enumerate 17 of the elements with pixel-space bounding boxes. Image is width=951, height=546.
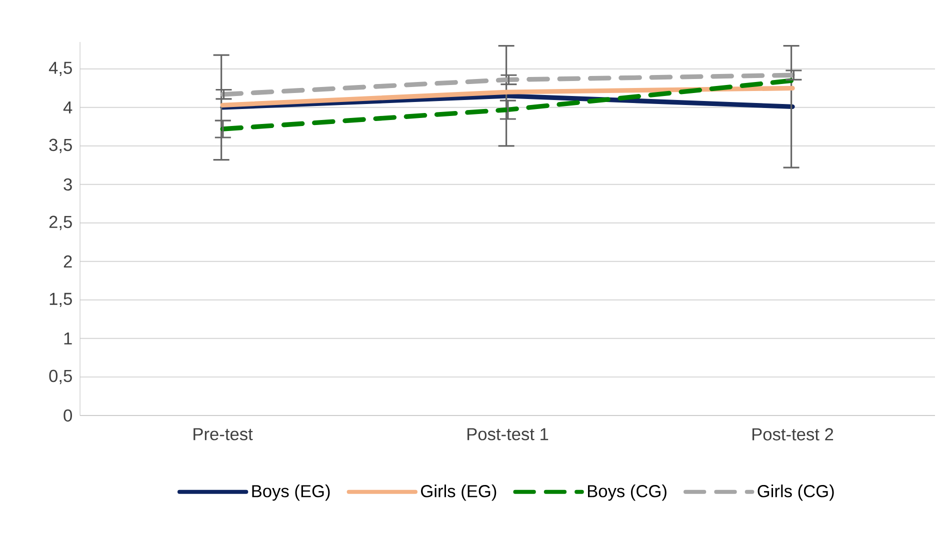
legend-label: Boys (EG) <box>252 484 330 501</box>
y-tick-label: 1 <box>64 332 72 344</box>
y-tick-label: 0 <box>64 409 72 422</box>
y-tick-label: 1,5 <box>50 292 72 307</box>
x-tick-label: Post-test 2 <box>752 428 834 440</box>
y-tick-label: 4,5 <box>48 62 72 76</box>
y-tick-label: 3 <box>64 178 72 191</box>
legend-label: Girls (EG) <box>421 484 496 501</box>
y-tick-label: 3,5 <box>49 138 72 154</box>
y-tick-label: 2,5 <box>49 216 72 230</box>
legend-label: Boys (CG) <box>588 484 666 501</box>
x-tick-label: Pre-test <box>194 428 253 440</box>
y-tick-label: 0,5 <box>49 370 72 384</box>
legend-label: Girls (CG) <box>758 484 834 501</box>
y-tick-label: 2 <box>64 255 72 268</box>
x-tick-label: Post-test 1 <box>467 428 548 440</box>
y-tick-label: 4 <box>63 101 72 114</box>
